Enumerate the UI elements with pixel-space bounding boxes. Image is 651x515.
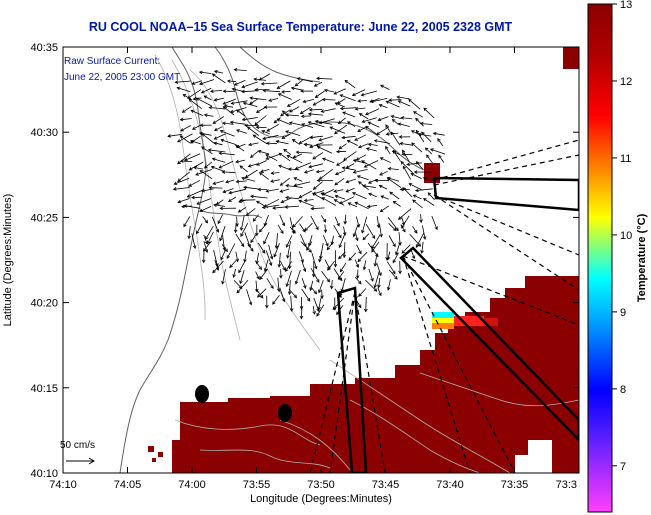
x-tick-label: 73:35 — [501, 479, 529, 491]
x-tick-label: 74:10 — [49, 479, 77, 491]
colorbar-tick-label: 8 — [620, 384, 626, 396]
y-axis: 40:35 40:30 40:25 40:20 40:15 40:10 — [30, 42, 579, 480]
colorbar-tick-label: 12 — [620, 76, 632, 88]
x-tick-label: 73:50 — [307, 479, 335, 491]
coverage-lines-solid — [336, 176, 579, 473]
coverage-lines-dashed — [309, 139, 579, 473]
colorbar-label: Temperature (°C) — [636, 213, 648, 302]
radar-site-marker — [278, 404, 292, 422]
x-tick-label: 74:05 — [114, 479, 142, 491]
colorbar-tick-label: 10 — [620, 230, 632, 242]
x-tick-label: 74:00 — [178, 479, 206, 491]
y-tick-label: 40:25 — [30, 212, 58, 224]
x-tick-label: 73:3 — [556, 479, 577, 491]
colorbar-tick-label: 13 — [620, 0, 632, 11]
y-tick-label: 40:15 — [30, 383, 58, 395]
colorbar-tick-label: 11 — [620, 153, 631, 165]
plot-title: RU COOL NOAA–15 Sea Surface Temperature:… — [88, 20, 513, 34]
y-tick-label: 40:10 — [30, 468, 58, 480]
current-vectors — [167, 68, 446, 320]
annotation-line2: June 22, 2005 23:00 GMT — [64, 72, 180, 83]
x-tick-label: 73:45 — [372, 479, 400, 491]
x-axis: 74:10 74:05 74:00 73:55 73:50 73:45 73:40 73:35… — [49, 47, 580, 491]
map-area — [63, 47, 579, 473]
annotation-line1: Raw Surface Current: — [64, 56, 160, 67]
sst-dots — [148, 392, 579, 462]
scale-label: 50 cm/s — [60, 440, 95, 451]
colorbar-ticks: 13 12 11 10 9 8 7 — [612, 0, 632, 473]
colorbar-tick-label: 9 — [620, 307, 626, 319]
y-tick-label: 40:35 — [30, 42, 58, 54]
scale-arrow — [66, 457, 95, 465]
x-tick-label: 73:55 — [243, 479, 271, 491]
radar-site-marker — [195, 385, 209, 403]
colorbar-tick-label: 7 — [620, 461, 626, 473]
x-axis-label: Longitude (Degrees:Minutes) — [250, 493, 392, 505]
x-tick-label: 73:40 — [436, 479, 464, 491]
y-tick-label: 40:20 — [30, 298, 58, 310]
y-axis-label: Latitude (Degrees:Minutes) — [2, 194, 14, 327]
sst-front-gradient — [432, 312, 498, 329]
y-tick-label: 40:30 — [30, 127, 58, 139]
colorbar — [587, 3, 613, 513]
